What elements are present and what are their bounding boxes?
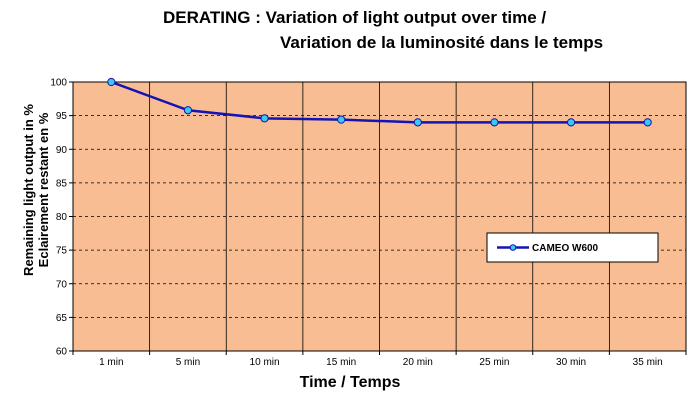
y-tick-label: 100 xyxy=(50,78,67,89)
x-tick-label: 10 min xyxy=(250,357,280,368)
data-point xyxy=(183,106,193,115)
y-tick-label: 75 xyxy=(56,246,68,257)
y-tick-label: 60 xyxy=(56,347,68,358)
y-tick-label: 65 xyxy=(56,313,68,324)
data-point xyxy=(337,115,346,124)
legend-marker-swatch xyxy=(509,244,517,251)
y-tick-label: 70 xyxy=(56,279,68,290)
x-tick-label: 15 min xyxy=(326,357,356,368)
data-point xyxy=(566,118,576,127)
series-line-0 xyxy=(110,80,648,124)
x-tick-label: 30 min xyxy=(556,357,586,368)
chart-title-line-1: DERATING : Variation of light output ove… xyxy=(163,8,547,27)
data-point xyxy=(107,77,116,87)
legend-label: CAMEO W600 xyxy=(532,243,599,254)
y-tick-label: 95 xyxy=(56,111,68,122)
y-tick-label: 90 xyxy=(56,145,68,156)
y-tick-label: 85 xyxy=(56,178,68,189)
x-tick-label: 35 min xyxy=(633,357,663,368)
data-point xyxy=(490,118,499,127)
x-tick-label: 1 min xyxy=(99,357,123,368)
x-axis-label: Time / Temps xyxy=(299,374,401,391)
x-tick-label: 5 min xyxy=(176,357,200,368)
chart-title-line-2: Variation de la luminosité dans le temps xyxy=(280,33,604,52)
y-tick-label: 80 xyxy=(56,212,68,223)
data-point xyxy=(260,114,269,123)
x-tick-label: 20 min xyxy=(403,357,433,368)
data-point xyxy=(413,118,422,127)
x-tick-label: 25 min xyxy=(479,357,509,368)
data-point xyxy=(643,118,652,127)
